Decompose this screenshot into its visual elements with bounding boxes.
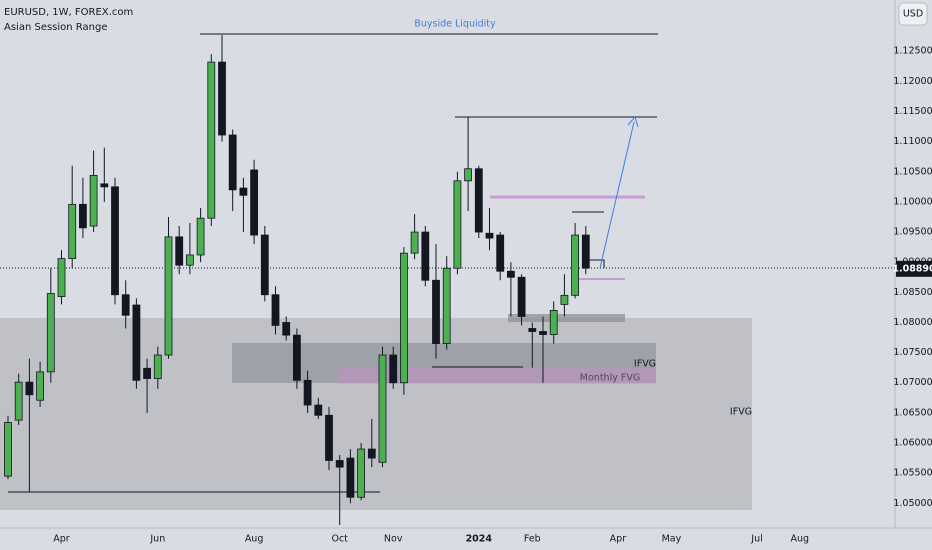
candle-body [303,379,312,406]
candle-body [282,322,291,336]
candle-body [185,254,194,266]
candle-body [143,367,152,379]
annotation: Monthly FVG [580,373,640,384]
y-tick-label: 1.11000 [893,136,932,147]
candle-body [271,294,280,326]
candle-body [25,381,34,396]
last-price-label: 1.08890 [892,263,932,274]
x-tick-label: Oct [331,534,348,545]
y-tick-label: 1.06500 [893,407,932,418]
y-tick-label: 1.06000 [893,438,932,449]
x-tick-label: Jun [149,534,165,545]
candle-body [250,169,259,236]
y-tick-label: 1.12500 [893,46,932,57]
arrow-head [627,115,639,128]
x-tick-label: Aug [791,534,810,545]
candle-body [335,460,344,468]
candle-body [175,236,184,266]
candle-body [539,331,547,335]
candle-body [517,276,526,317]
candle-body [164,236,173,356]
x-tick-label: Apr [53,534,70,545]
candle-body [581,234,590,269]
x-tick-label: Jul [750,534,762,545]
annotation: Buyside Liquidity [414,19,496,30]
candle-body [121,294,130,316]
candle-body [496,234,505,272]
annotation: IFVG [730,407,752,418]
monthly-fvg-zone [338,368,656,384]
candle-body [399,252,408,384]
candle-body [346,457,355,498]
projection-arrow [599,121,635,269]
candle-body [207,61,216,219]
candle-body [292,334,301,381]
candle-body [153,354,162,379]
bracket-line [585,259,605,268]
candle-body [549,310,558,335]
candle-body [571,234,579,296]
candle-body [57,258,66,297]
candle-body [132,304,141,381]
candle-body [111,186,119,296]
candle-body [464,168,473,182]
y-tick-label: 1.12000 [893,76,932,87]
candle-body [560,294,569,305]
annotation: IFVG [634,359,656,370]
x-tick-label: Feb [524,534,541,545]
candle-body [325,414,333,461]
last-price-box [896,260,932,277]
y-tick-label: 1.10500 [893,166,932,177]
x-tick-label: Aug [245,534,264,545]
y-tick-label: 1.08000 [893,317,932,328]
gray-zone [508,314,625,322]
candle-body [196,217,205,256]
y-tick-label: 1.07000 [893,377,932,388]
currency-label: USD [903,9,923,20]
candle-body [453,180,462,269]
y-tick-label: 1.10000 [893,196,932,207]
y-tick-label: 1.05500 [893,468,932,479]
candle-body [389,354,398,384]
candle-body [474,168,483,233]
candle-body [506,270,515,278]
candle-body [100,183,109,188]
chart-title: EURUSD, 1W, FOREX.com [4,7,133,18]
candle-body [357,448,366,498]
y-tick-label: 1.05000 [893,498,932,509]
candle-body [432,279,440,344]
candle-body [79,203,87,229]
candle-body [68,203,77,259]
x-tick-label: 2024 [466,534,493,545]
candle-body [260,234,269,296]
candle-body [89,174,98,227]
y-tick-label: 1.07500 [893,347,932,358]
candle-body [314,404,323,416]
candle-body [228,134,237,191]
currency-button[interactable] [898,2,928,26]
candle-body [4,422,12,477]
ifvg-inner-zone [232,343,656,383]
y-tick-label: 1.11500 [893,106,932,117]
candle-body [218,61,226,136]
x-tick-label: May [662,534,682,545]
candle-body [46,293,55,373]
candle-body [36,371,44,401]
candle-body [485,232,494,239]
x-tick-label: Nov [384,534,403,545]
candle-body [14,381,23,421]
y-tick-label: 1.08500 [893,287,932,298]
candle-body [410,231,419,254]
candle-body [378,354,387,463]
chart-subtitle: Asian Session Range [4,22,108,33]
x-tick-label: Apr [610,534,627,545]
candle-body [421,231,430,281]
candle-body [528,328,537,332]
y-tick-label: 1.09500 [893,227,932,238]
candle-body [367,448,376,459]
candle-body [239,187,248,196]
candle-body [442,267,451,344]
